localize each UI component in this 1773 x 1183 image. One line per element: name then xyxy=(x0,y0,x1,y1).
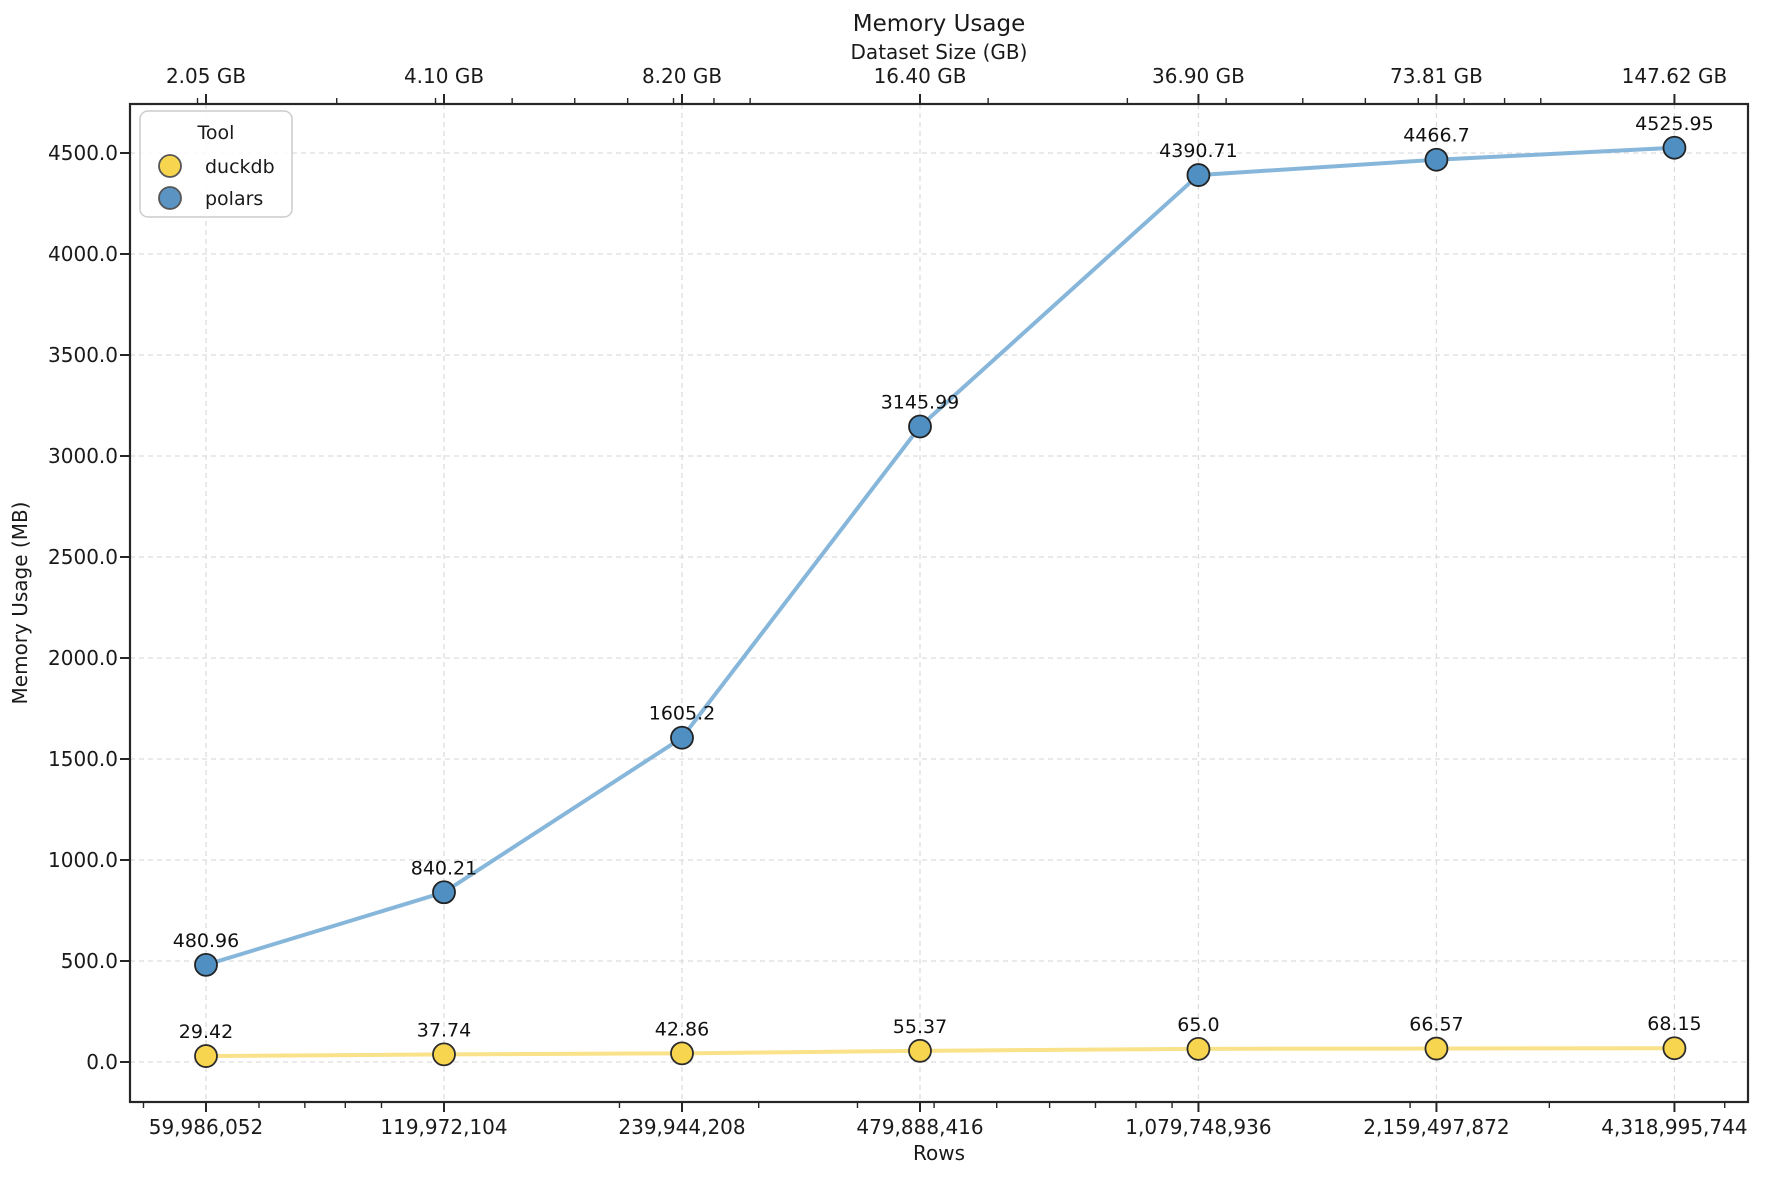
point-label-polars: 4525.95 xyxy=(1635,113,1714,135)
marker-duckdb xyxy=(670,1041,694,1066)
x-tick-label: 239,944,208 xyxy=(618,1115,745,1139)
x-tick-label: 59,986,052 xyxy=(149,1115,264,1139)
top-tick-label: 36.90 GB xyxy=(1152,64,1245,88)
axis-ticks xyxy=(120,94,1726,1112)
top-tick-label: 2.05 GB xyxy=(166,64,246,88)
x-tick-label: 2,159,497,872 xyxy=(1363,1115,1509,1139)
top-axis-title: Dataset Size (GB) xyxy=(851,40,1028,64)
y-tick-label: 0.0 xyxy=(86,1050,118,1074)
point-label-duckdb: 65.0 xyxy=(1177,1014,1219,1036)
marker-polars xyxy=(432,880,456,905)
series-layer xyxy=(194,135,1687,1068)
marker-duckdb xyxy=(432,1042,456,1067)
point-label-polars: 840.21 xyxy=(411,857,477,879)
y-tick-label: 4500.0 xyxy=(48,141,118,165)
top-tick-label: 147.62 GB xyxy=(1622,64,1728,88)
point-label-polars: 4466.7 xyxy=(1403,125,1469,147)
marker-polars xyxy=(194,952,218,977)
marker-duckdb xyxy=(1662,1036,1687,1061)
top-tick-label: 16.40 GB xyxy=(874,64,967,88)
y-tick-label: 1000.0 xyxy=(48,848,118,872)
marker-polars xyxy=(908,414,932,439)
top-tick-label: 8.20 GB xyxy=(642,64,722,88)
point-label-duckdb: 42.86 xyxy=(655,1018,709,1040)
y-tick-label: 500.0 xyxy=(61,949,118,973)
line-duckdb xyxy=(204,1046,1677,1059)
y-tick-label: 3500.0 xyxy=(48,343,118,367)
x-tick-label: 1,079,748,936 xyxy=(1125,1115,1271,1139)
axis-tick-labels: 59,986,052 2.05 GB 119,972,104 4.10 GB 239,9… xyxy=(48,64,1748,1139)
marker-polars xyxy=(1662,135,1687,160)
legend: Tool duckdb polars xyxy=(139,110,293,218)
legend-label-polars: polars xyxy=(205,188,263,210)
point-label-duckdb: 55.37 xyxy=(893,1016,947,1038)
point-label-duckdb: 66.57 xyxy=(1409,1014,1463,1036)
y-tick-label: 2500.0 xyxy=(48,545,118,569)
legend-swatch-polars xyxy=(158,186,182,210)
point-label-duckdb: 29.42 xyxy=(179,1021,233,1043)
x-tick-label: 479,888,416 xyxy=(856,1115,983,1139)
legend-title: Tool xyxy=(197,122,235,144)
y-axis-title: Memory Usage (MB) xyxy=(8,502,32,705)
data-point-labels: 29.42 37.74 42.86 55.37 65.0 66.57 68.15 480.96… xyxy=(173,113,1714,1043)
point-label-polars: 1605.2 xyxy=(649,703,715,725)
point-label-polars: 4390.71 xyxy=(1159,140,1238,162)
legend-label-duckdb: duckdb xyxy=(205,156,275,178)
marker-duckdb xyxy=(908,1038,932,1063)
legend-swatch-duckdb xyxy=(158,154,182,178)
point-label-polars: 3145.99 xyxy=(881,392,960,414)
line-polars xyxy=(204,145,1677,967)
plot-border xyxy=(128,102,1750,1104)
y-tick-label: 2000.0 xyxy=(48,646,118,670)
top-tick-label: 73.81 GB xyxy=(1390,64,1483,88)
marker-duckdb xyxy=(1186,1036,1211,1061)
top-tick-label: 4.10 GB xyxy=(404,64,484,88)
marker-polars xyxy=(670,725,694,750)
x-tick-label: 119,972,104 xyxy=(380,1115,507,1139)
y-tick-label: 4000.0 xyxy=(48,242,118,266)
point-label-duckdb: 68.15 xyxy=(1647,1013,1701,1035)
y-tick-label: 3000.0 xyxy=(48,444,118,468)
point-label-polars: 480.96 xyxy=(173,930,239,952)
chart-title: Memory Usage xyxy=(853,11,1026,37)
gridlines xyxy=(130,104,1748,1102)
marker-duckdb xyxy=(1424,1036,1449,1061)
y-tick-label: 1500.0 xyxy=(48,747,118,771)
marker-polars xyxy=(1186,163,1211,187)
x-tick-label: 4,318,995,744 xyxy=(1601,1115,1747,1139)
marker-duckdb xyxy=(194,1044,218,1068)
x-axis-title: Rows xyxy=(913,1141,965,1165)
marker-polars xyxy=(1424,147,1449,172)
point-label-duckdb: 37.74 xyxy=(417,1019,471,1041)
